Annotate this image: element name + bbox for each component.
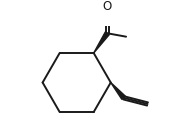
Polygon shape	[111, 83, 125, 99]
Text: O: O	[103, 0, 112, 13]
Polygon shape	[94, 32, 109, 53]
